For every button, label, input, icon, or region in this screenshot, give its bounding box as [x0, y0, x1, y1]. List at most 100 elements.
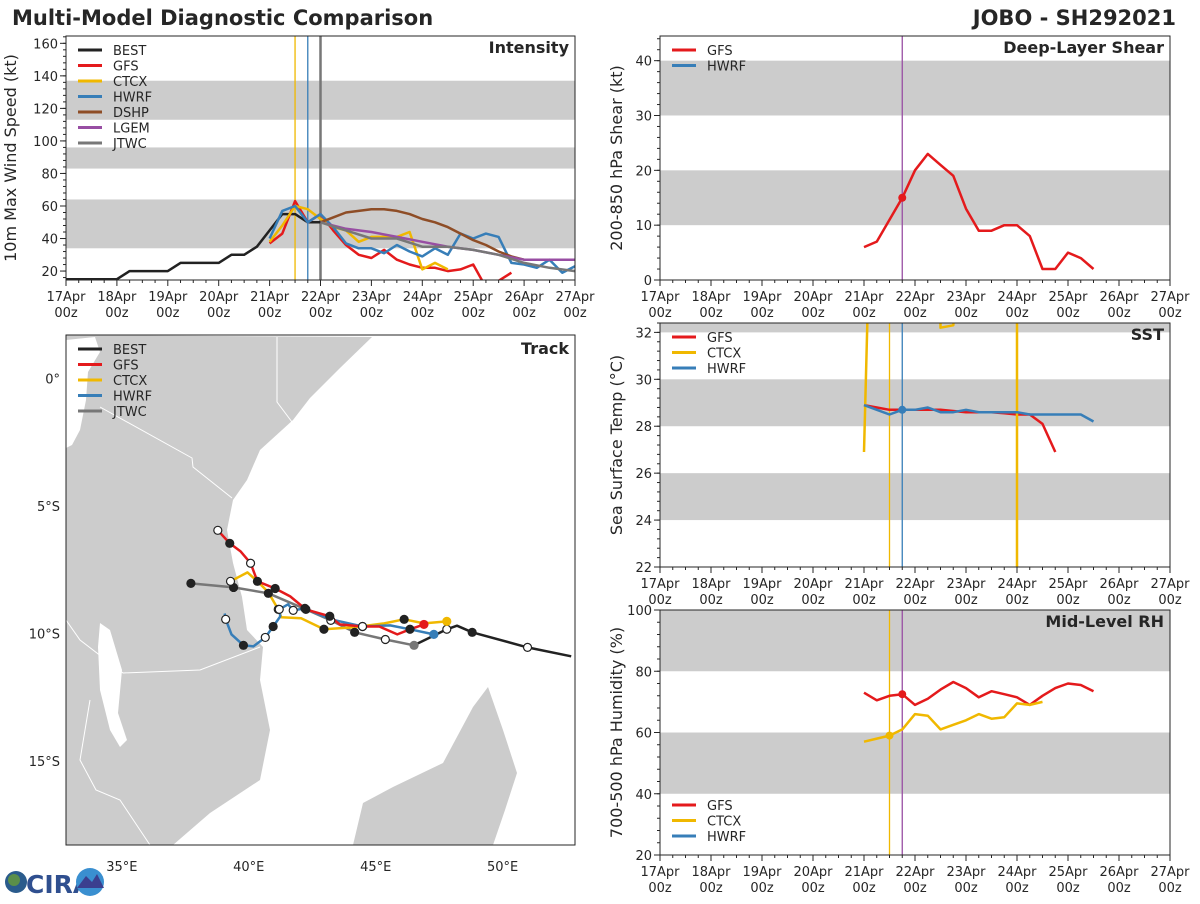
y-axis-label: 200-850 hPa Shear (kt) — [607, 65, 626, 251]
x-tick-label-hour: 00z — [852, 593, 876, 608]
series-line-ctcx — [268, 204, 449, 271]
x-tick-label-date: 21Apr — [844, 577, 884, 592]
x-tick-label-hour: 00z — [411, 306, 435, 321]
shaded-band — [660, 60, 1170, 116]
x-tick-label-date: 27Apr — [1150, 290, 1190, 305]
legend-label: BEST — [113, 44, 146, 59]
track-position-marker — [260, 632, 270, 643]
border-kenya-tanzania — [99, 406, 233, 499]
x-tick-label-hour: 00z — [105, 306, 129, 321]
current-marker — [885, 731, 894, 740]
track-position-marker — [442, 624, 452, 634]
x-tick-label-hour: 00z — [1056, 593, 1080, 608]
x-tick-label-hour: 00z — [852, 881, 876, 896]
legend-label: BEST — [113, 343, 146, 358]
intensity-panel: 2040608010012014016017Apr00z18Apr00z19Ap… — [1, 35, 595, 321]
lon-tick-label: 50°E — [487, 860, 518, 875]
track-line-best — [413, 624, 572, 658]
legend-label: GFS — [707, 331, 733, 346]
x-tick-label-hour: 00z — [54, 306, 78, 321]
x-tick-label-date: 22Apr — [895, 577, 935, 592]
x-tick-label-date: 17Apr — [640, 865, 680, 880]
x-tick-label-hour: 00z — [1056, 881, 1080, 896]
x-tick-label-date: 21Apr — [844, 865, 884, 880]
series-line-ctcx — [863, 700, 1043, 743]
track-position-marker — [522, 642, 533, 652]
x-tick-label-date: 23Apr — [352, 290, 392, 305]
sst-panel: 22242628303217Apr00z18Apr00z19Apr00z20Ap… — [607, 322, 1190, 608]
x-tick-label-date: 18Apr — [97, 290, 137, 305]
map-frame — [65, 334, 576, 846]
legend-label: CTCX — [113, 75, 147, 90]
track-position-marker — [467, 627, 477, 637]
track-position-marker — [301, 604, 311, 614]
x-tick-label-hour: 00z — [954, 593, 978, 608]
legend-label: HWRF — [113, 390, 152, 405]
x-tick-label-date: 17Apr — [46, 290, 86, 305]
lon-tick-label: 35°E — [106, 860, 137, 875]
current-marker — [898, 690, 907, 699]
x-tick-label-date: 17Apr — [640, 290, 680, 305]
x-tick-label-date: 25Apr — [1048, 865, 1088, 880]
plot-area — [660, 323, 1170, 567]
x-tick-label-hour: 00z — [903, 593, 927, 608]
panel-title: Track — [521, 339, 569, 358]
track-position-marker — [263, 588, 273, 598]
y-tick-label: 24 — [635, 514, 652, 529]
x-tick-label-hour: 00z — [648, 593, 672, 608]
x-tick-label-hour: 00z — [699, 881, 723, 896]
series-line-jtwc — [320, 221, 575, 273]
shear-panel: 01020304017Apr00z18Apr00z19Apr00z20Apr00… — [607, 35, 1190, 321]
x-tick-label-hour: 00z — [750, 881, 774, 896]
track-position-marker — [268, 621, 278, 632]
shaded-band — [660, 170, 1170, 226]
track-position-marker — [380, 634, 390, 645]
legend-label: CTCX — [707, 815, 741, 830]
shaded-band — [660, 732, 1170, 794]
y-tick-label: 160 — [33, 37, 58, 52]
series-line-ctcx — [862, 323, 1019, 567]
track-panel: Track 35°E 40°E 45°E 50°E 0° 5°S 10°S 15°S BESTGF… — [29, 334, 576, 875]
x-tick-label-date: 27Apr — [1150, 865, 1190, 880]
figure-title: Multi-Model Diagnostic Comparison — [12, 6, 433, 30]
legend-label: HWRF — [707, 60, 746, 75]
x-tick-label-hour: 00z — [699, 593, 723, 608]
track-position-marker — [357, 621, 368, 632]
africa-land — [66, 335, 372, 845]
x-tick-label-date: 19Apr — [742, 865, 782, 880]
y-tick-label: 28 — [635, 420, 652, 435]
y-tick-label: 100 — [627, 604, 652, 619]
x-tick-label-date: 20Apr — [793, 290, 833, 305]
y-tick-label: 20 — [41, 265, 58, 280]
track-position-marker — [399, 614, 409, 624]
border-tanzania-mozambique — [66, 619, 261, 674]
y-tick-label: 40 — [635, 788, 652, 803]
x-tick-label-date: 26Apr — [1099, 577, 1139, 592]
x-tick-label-date: 26Apr — [1099, 290, 1139, 305]
x-tick-label-hour: 00z — [309, 306, 333, 321]
lake-malawi — [98, 623, 127, 747]
x-tick-label-date: 17Apr — [640, 577, 680, 592]
legend-label: CTCX — [707, 347, 741, 362]
x-tick-label-date: 24Apr — [997, 290, 1037, 305]
x-tick-label-hour: 00z — [1107, 306, 1131, 321]
x-tick-label-hour: 00z — [648, 306, 672, 321]
x-tick-label-hour: 00z — [801, 593, 825, 608]
y-tick-label: 40 — [41, 233, 58, 248]
y-tick-label: 60 — [41, 200, 58, 215]
x-tick-label-hour: 00z — [1107, 881, 1131, 896]
panel-title: Intensity — [489, 38, 570, 57]
y-tick-label: 20 — [635, 849, 652, 864]
x-tick-label-hour: 00z — [360, 306, 384, 321]
track-position-marker — [288, 605, 298, 616]
x-tick-label-hour: 00z — [156, 306, 180, 321]
x-tick-label-hour: 00z — [750, 306, 774, 321]
x-tick-label-date: 18Apr — [691, 577, 731, 592]
x-tick-label-date: 24Apr — [997, 577, 1037, 592]
series-line-hwrf — [268, 204, 575, 274]
track-position-marker — [442, 616, 452, 626]
x-tick-label-hour: 00z — [750, 593, 774, 608]
legend-label: HWRF — [113, 91, 152, 106]
x-tick-label-hour: 00z — [1005, 881, 1029, 896]
y-tick-label: 20 — [635, 164, 652, 179]
